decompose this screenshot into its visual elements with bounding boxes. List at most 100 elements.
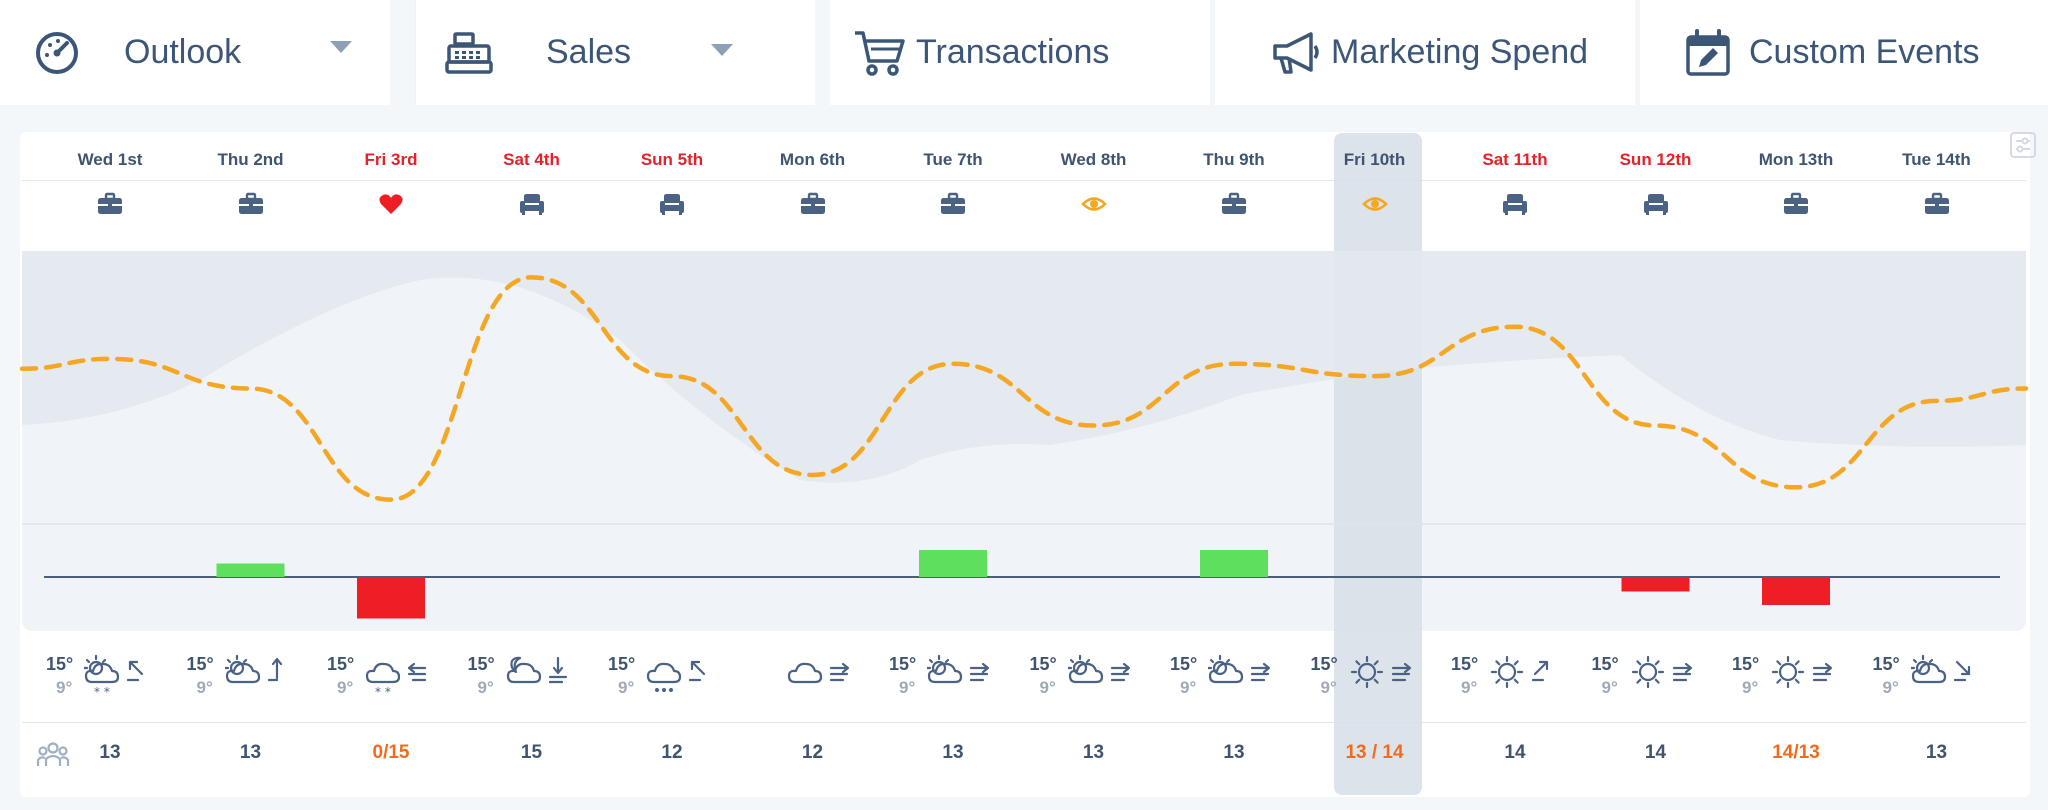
forecast-line — [19, 275, 2029, 502]
tab-transactions-label: Transactions — [916, 33, 1110, 71]
briefcase-icon — [940, 192, 966, 216]
svg-text:* *: * * — [375, 685, 391, 699]
temp-low: 9° — [1601, 678, 1618, 697]
chevron-down-icon[interactable] — [711, 44, 733, 56]
staff-count: 13 — [942, 742, 964, 763]
day-label[interactable]: Sat 4th — [503, 150, 560, 169]
temp-high: 15° — [1310, 654, 1338, 674]
tab-outlook[interactable]: Outlook — [0, 0, 390, 105]
staff-count: 12 — [801, 742, 824, 763]
variance-bar — [357, 578, 425, 619]
tab-marketing-spend[interactable]: Marketing Spend — [1215, 0, 1635, 105]
day-label[interactable]: Sun 5th — [640, 150, 704, 169]
temp-high: 15° — [327, 654, 355, 674]
tab-sales[interactable]: Sales — [415, 0, 815, 105]
tab-transactions[interactable]: Transactions — [830, 0, 1210, 105]
briefcase-icon — [1924, 192, 1950, 216]
day-label[interactable]: Fri 3rd — [364, 150, 418, 169]
cloud-sun-snow-icon: * * — [84, 654, 144, 699]
cloud-snow-icon: * * — [365, 662, 427, 699]
temp-high: 15° — [608, 654, 636, 674]
sliders-icon[interactable] — [2010, 132, 2036, 163]
day-label[interactable]: Thu 9th — [1203, 150, 1265, 169]
weather-cell — [749, 648, 869, 718]
temp-high: 15° — [46, 654, 74, 674]
day-label[interactable]: Tue 14th — [1902, 150, 1971, 169]
weather-cell: 15° 9° * * — [46, 648, 166, 718]
temp-high: 15° — [1591, 654, 1619, 674]
weather-cell: 15° 9° — [1592, 648, 1712, 718]
weather-cell: 15° 9° — [1873, 648, 1993, 718]
cloud-icon — [787, 662, 849, 684]
tab-marketing-spend-label: Marketing Spend — [1331, 33, 1589, 71]
temp-low: 9° — [1742, 678, 1759, 697]
sun-icon — [1771, 655, 1833, 689]
staff-count: 13 — [239, 742, 262, 763]
temp-high: 15° — [1872, 654, 1900, 674]
shopping-cart-icon — [852, 26, 906, 80]
temp-low: 9° — [1461, 678, 1478, 697]
staff-count: 13 / 14 — [1345, 742, 1404, 763]
day-header-row: Wed 1st Thu 2nd Fri 3rd Sat 4th Sun 5th Mon 6… — [0, 150, 2048, 180]
cloud-sun-icon — [224, 654, 282, 684]
staff-count: 13 — [99, 742, 121, 763]
day-label[interactable]: Thu 2nd — [217, 150, 284, 169]
people-group-icon — [36, 742, 70, 773]
heart-icon — [378, 192, 404, 216]
day-label[interactable]: Fri 10th — [1343, 150, 1406, 169]
day-label[interactable]: Mon 13th — [1758, 150, 1834, 169]
variance-bar — [919, 550, 987, 577]
speedometer-icon — [30, 26, 84, 80]
tab-custom-events-label: Custom Events — [1749, 33, 1980, 71]
top-tab-bar: Outlook Sales Transactions Marketing Spe… — [0, 0, 2048, 110]
cash-register-icon — [442, 26, 496, 80]
day-label[interactable]: Wed 8th — [1060, 150, 1127, 169]
day-label[interactable]: Mon 6th — [779, 150, 846, 169]
weather-cell: 15° 9° — [1311, 648, 1431, 718]
staff-count: 12 — [661, 742, 683, 763]
sun-icon — [1350, 655, 1411, 689]
cloud-sun-icon — [1910, 654, 1970, 684]
armchair-icon — [519, 192, 545, 216]
day-label[interactable]: Wed 1st — [77, 150, 143, 169]
calendar-edit-icon — [1681, 26, 1735, 80]
temp-high: 15° — [186, 654, 214, 674]
temp-low: 9° — [477, 678, 494, 697]
chevron-down-icon[interactable] — [330, 41, 352, 53]
temp-low: 9° — [56, 678, 73, 697]
temp-high: 15° — [1029, 654, 1057, 674]
day-label[interactable]: Sun 12th — [1619, 150, 1692, 169]
weather-cell: 15° 9° — [468, 648, 588, 718]
temp-high: 15° — [1170, 654, 1198, 674]
staff-count: 14/13 — [1772, 742, 1820, 763]
weather-row: 15° 9° * * 15° 9° 15° 9° * * 15° 9° 15° 9° 15° 9° 15° 9… — [0, 648, 2048, 718]
selected-day-column[interactable] — [1334, 133, 1422, 795]
temp-low: 9° — [1320, 678, 1337, 697]
weather-cell: 15° 9° — [187, 648, 307, 718]
sun-icon — [1631, 655, 1692, 689]
cloud-sun-icon — [927, 654, 990, 684]
armchair-icon — [1502, 192, 1528, 216]
eye-icon — [1080, 192, 1107, 216]
tab-sales-label: Sales — [546, 33, 632, 71]
svg-text:* *: * * — [94, 685, 110, 699]
day-label[interactable]: Sat 11th — [1482, 150, 1548, 169]
armchair-icon — [659, 192, 685, 216]
staff-count: 0/15 — [372, 742, 410, 763]
weather-cell: 15° 9° * * — [327, 648, 447, 718]
tab-custom-events[interactable]: Custom Events — [1640, 0, 2048, 105]
staff-count: 13 — [1925, 742, 1948, 763]
weather-cell: 15° 9° — [1732, 648, 1852, 718]
megaphone-icon — [1269, 26, 1323, 80]
temp-high: 15° — [1732, 654, 1760, 674]
temp-high: 15° — [889, 654, 917, 674]
briefcase-icon — [238, 192, 264, 216]
day-label[interactable]: Tue 7th — [923, 150, 983, 169]
variance-bar — [1621, 578, 1690, 592]
weather-cell: 15° 9° — [608, 648, 728, 718]
eye-icon — [1361, 192, 1388, 216]
staff-count: 14 — [1504, 742, 1526, 763]
staff-count: 14 — [1644, 742, 1667, 763]
weather-cell: 15° 9° — [1451, 648, 1571, 718]
